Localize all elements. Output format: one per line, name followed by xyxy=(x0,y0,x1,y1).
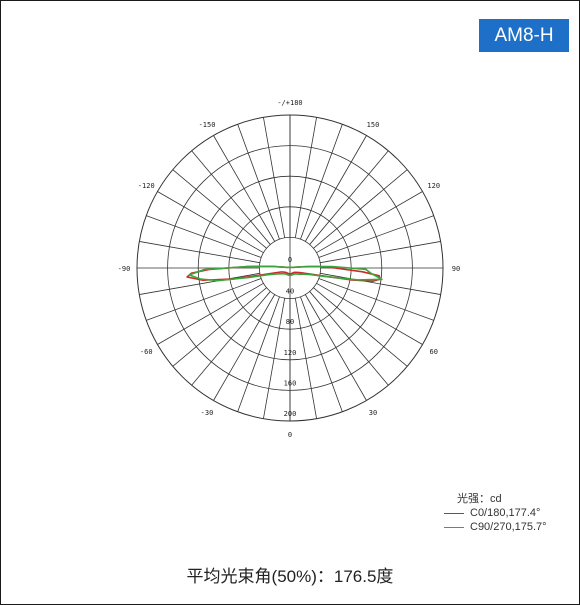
radial-tick-labels: 0 40 80 120 160 200 xyxy=(284,256,297,418)
grid-spoke xyxy=(309,291,389,386)
angle-label: 120 xyxy=(427,182,440,190)
grid-spoke xyxy=(316,191,423,254)
radial-label: 160 xyxy=(284,379,297,387)
beam-angle-caption: 平均光束角(50%)：176.5度 xyxy=(186,567,394,586)
grid-spoke xyxy=(146,278,262,321)
grid-spoke xyxy=(320,241,441,264)
angle-label: 150 xyxy=(367,121,380,129)
grid-spoke xyxy=(263,117,286,238)
grid-spoke xyxy=(139,241,260,264)
grid-spoke xyxy=(316,282,423,345)
grid-spoke xyxy=(304,135,367,242)
grid-spoke xyxy=(320,272,441,295)
grid-spoke xyxy=(213,294,276,401)
grid-spoke xyxy=(146,215,262,258)
angle-label: -/+180 xyxy=(277,99,302,107)
grid-spoke xyxy=(213,135,276,242)
legend: 光强：cd C0/180,177.4° C90/270,175.7° xyxy=(444,492,547,534)
legend-swatch-c0 xyxy=(444,512,464,514)
angle-label: -60 xyxy=(140,348,153,356)
grid-spoke xyxy=(300,296,343,412)
angle-label: 60 xyxy=(430,348,438,356)
series-layer xyxy=(186,265,383,282)
series-curve-1 xyxy=(188,265,383,282)
grid-spoke xyxy=(157,191,264,254)
grid-spoke xyxy=(313,169,408,249)
legend-swatch-c90 xyxy=(444,526,464,528)
legend-entry-c0: C0/180,177.4° xyxy=(444,506,547,520)
legend-label-c90: C90/270,175.7° xyxy=(470,521,547,533)
grid-spoke xyxy=(304,294,367,401)
grid-spoke xyxy=(309,150,389,245)
angle-label: -150 xyxy=(199,121,216,129)
angle-tick-labels: -/+180 150 120 90 60 30 0 -30 -60 -90 -120 -150 xyxy=(118,99,461,439)
angle-label: -30 xyxy=(201,409,214,417)
polar-grid xyxy=(136,114,444,422)
legend-entry-c90: C90/270,175.7° xyxy=(444,520,547,534)
legend-unit-label: 光强：cd xyxy=(457,493,502,505)
grid-spoke xyxy=(300,124,343,240)
grid-spoke xyxy=(263,298,286,419)
angle-label: 30 xyxy=(369,409,377,417)
legend-label-c0: C0/180,177.4° xyxy=(470,507,541,519)
grid-spoke xyxy=(172,287,267,367)
angle-label: -120 xyxy=(138,182,155,190)
grid-spoke xyxy=(237,124,280,240)
grid-spoke xyxy=(237,296,280,412)
angle-label: 90 xyxy=(452,265,460,273)
grid-spoke xyxy=(139,272,260,295)
grid-spoke xyxy=(318,278,434,321)
radial-label: 200 xyxy=(284,410,297,418)
grid-spoke xyxy=(172,169,267,249)
grid-spoke xyxy=(191,150,271,245)
grid-spoke xyxy=(294,117,317,238)
radial-label: 80 xyxy=(286,318,294,326)
grid-spoke xyxy=(191,291,271,386)
radial-label: 120 xyxy=(284,349,297,357)
angle-label: -90 xyxy=(118,265,131,273)
grid-spoke xyxy=(294,298,317,419)
center-label: 0 xyxy=(288,256,292,264)
model-badge: AM8-H xyxy=(479,19,569,52)
grid-spoke xyxy=(313,287,408,367)
grid-spoke xyxy=(318,215,434,258)
grid-spoke xyxy=(157,282,264,345)
angle-label: 0 xyxy=(288,431,292,439)
radial-label: 40 xyxy=(286,288,294,296)
